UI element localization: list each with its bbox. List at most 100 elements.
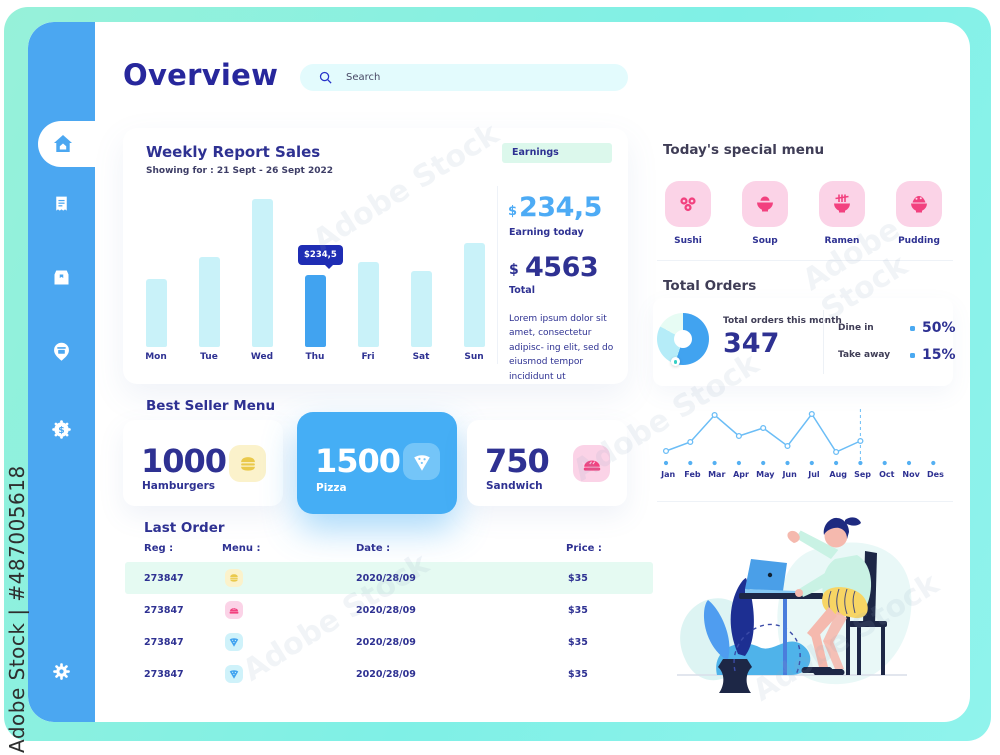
sushi-icon bbox=[665, 181, 711, 227]
panel-divider bbox=[823, 310, 824, 374]
weekly-report-title: Weekly Report Sales bbox=[146, 143, 321, 161]
bar-tue bbox=[199, 257, 220, 347]
best-seller-title: Best Seller Menu bbox=[146, 398, 276, 414]
best-seller-label: Pizza bbox=[316, 482, 347, 494]
best-seller-label: Sandwich bbox=[486, 480, 543, 492]
order-reg: 273847 bbox=[144, 573, 184, 584]
bar-mon bbox=[146, 279, 167, 347]
orders-donut-chart bbox=[657, 313, 709, 367]
app-window: $ Overview Search Weekly Report Sales Sh… bbox=[28, 22, 970, 722]
month-label: Jun bbox=[782, 470, 797, 479]
legend-label: Dine in bbox=[838, 323, 874, 333]
bar-label: Fri bbox=[361, 352, 375, 362]
order-row[interactable]: 273847 2020/28/09 $35 bbox=[125, 626, 653, 658]
search-placeholder: Search bbox=[346, 72, 381, 83]
home-icon bbox=[54, 135, 72, 152]
weekly-report-card: Weekly Report Sales Showing for : 21 Sep… bbox=[123, 128, 628, 384]
bar-thu bbox=[305, 275, 326, 347]
order-reg: 273847 bbox=[144, 637, 184, 648]
order-row[interactable]: 273847 2020/28/09 $35 bbox=[125, 562, 653, 594]
special-menu-label: Sushi bbox=[674, 236, 702, 246]
month-label: Sep bbox=[854, 470, 871, 479]
earnings-tag: Earnings bbox=[502, 143, 612, 163]
special-menu-label: Pudding bbox=[898, 236, 940, 246]
bar-label: Tue bbox=[200, 352, 218, 362]
legend-label: Take away bbox=[838, 350, 891, 360]
sidebar-item-products[interactable] bbox=[28, 257, 95, 297]
sidebar: $ bbox=[28, 22, 100, 722]
bar-label: Mon bbox=[145, 352, 167, 362]
shop-icon bbox=[54, 342, 69, 361]
earning-currency: $ bbox=[508, 204, 518, 219]
best-seller-card-pizza[interactable]: 1500 Pizza bbox=[297, 412, 457, 514]
best-seller-value: 1000 bbox=[141, 442, 227, 480]
order-price: $35 bbox=[568, 637, 588, 648]
soup-icon bbox=[742, 181, 788, 227]
total-orders-title: Total Orders bbox=[663, 278, 757, 294]
special-menu-item-ramen[interactable]: Ramen bbox=[819, 181, 865, 246]
donut-marker bbox=[671, 357, 681, 367]
total-label: Total bbox=[509, 285, 535, 296]
earning-today-label: Earning today bbox=[509, 227, 584, 238]
special-menu-label: Ramen bbox=[824, 236, 860, 246]
search-icon bbox=[319, 71, 332, 84]
legend-bullet bbox=[910, 325, 915, 331]
total-value: 4563 bbox=[525, 252, 599, 283]
order-price: $35 bbox=[568, 605, 588, 616]
last-order-table: 273847 2020/28/09 $35 273847 2020/28/09 $35 27… bbox=[125, 562, 653, 690]
divider bbox=[657, 501, 953, 502]
special-menu-item-soup[interactable]: Soup bbox=[742, 181, 788, 246]
best-seller-value: 1500 bbox=[315, 442, 401, 480]
sandwich-icon bbox=[573, 445, 610, 482]
col-header-reg: Reg : bbox=[144, 543, 174, 554]
search-input[interactable]: Search bbox=[300, 64, 628, 91]
legend-value: 50% bbox=[922, 320, 956, 336]
earning-today-value: 234,5 bbox=[519, 192, 602, 223]
best-seller-card-sandwich[interactable]: 750 Sandwich bbox=[467, 420, 627, 506]
order-date: 2020/28/09 bbox=[356, 605, 416, 616]
sidebar-item-orders[interactable] bbox=[28, 184, 95, 224]
bar-wed bbox=[252, 199, 273, 347]
bar-label: Sat bbox=[412, 352, 430, 362]
receipt-icon bbox=[56, 196, 67, 211]
total-orders-panel: Total orders this month 347 Dine in 50% … bbox=[653, 298, 956, 386]
month-label: Oct bbox=[879, 470, 895, 479]
pizza-icon bbox=[225, 633, 243, 651]
order-row[interactable]: 273847 2020/28/09 $35 bbox=[125, 594, 653, 626]
sidebar-item-settings[interactable] bbox=[28, 651, 95, 691]
sidebar-item-home[interactable] bbox=[38, 121, 100, 167]
gear-icon bbox=[53, 662, 70, 680]
month-label: Jul bbox=[808, 470, 820, 479]
special-menu-list: Sushi Soup Ramen Pudding bbox=[665, 181, 942, 246]
weekly-report-subtitle: Showing for : 21 Sept - 26 Sept 2022 bbox=[146, 166, 334, 176]
special-menu-item-pudding[interactable]: Pudding bbox=[896, 181, 942, 246]
bar-sat bbox=[411, 271, 432, 347]
bar-tooltip: $234,5 bbox=[298, 245, 343, 269]
order-reg: 273847 bbox=[144, 605, 184, 616]
best-seller-label: Hamburgers bbox=[142, 480, 216, 492]
best-seller-card-hamburgers[interactable]: 1000 Hamburgers bbox=[123, 420, 283, 506]
stock-watermark: Adobe Stock | #487005618 bbox=[5, 465, 29, 753]
weekly-bar-chart: Mon Tue Wed Thu $234,5 Fri Sat Sun bbox=[123, 128, 497, 384]
month-label: Feb bbox=[684, 470, 701, 479]
col-header-price: Price : bbox=[566, 543, 602, 554]
orders-caption: Total orders this month bbox=[723, 316, 842, 326]
pizza-icon bbox=[403, 443, 440, 480]
burger-icon bbox=[229, 445, 266, 482]
sidebar-item-store[interactable] bbox=[28, 331, 95, 371]
donut-hole bbox=[674, 330, 692, 348]
bar-label: Wed bbox=[250, 352, 274, 362]
order-row[interactable]: 273847 2020/28/09 $35 bbox=[125, 658, 653, 690]
bar-sun bbox=[464, 243, 485, 347]
order-date: 2020/28/09 bbox=[356, 669, 416, 680]
special-menu-item-sushi[interactable]: Sushi bbox=[665, 181, 711, 246]
earnings-description: Lorem ipsum dolor sit amet, consectetur … bbox=[509, 314, 614, 382]
legend-dine-in: Dine in 50% bbox=[838, 320, 956, 336]
order-reg: 273847 bbox=[144, 669, 184, 680]
order-price: $35 bbox=[568, 669, 588, 680]
col-header-menu: Menu : bbox=[222, 543, 261, 554]
special-menu-label: Soup bbox=[752, 236, 778, 246]
month-label: Des bbox=[927, 470, 944, 479]
sidebar-item-earnings[interactable]: $ bbox=[28, 409, 95, 449]
